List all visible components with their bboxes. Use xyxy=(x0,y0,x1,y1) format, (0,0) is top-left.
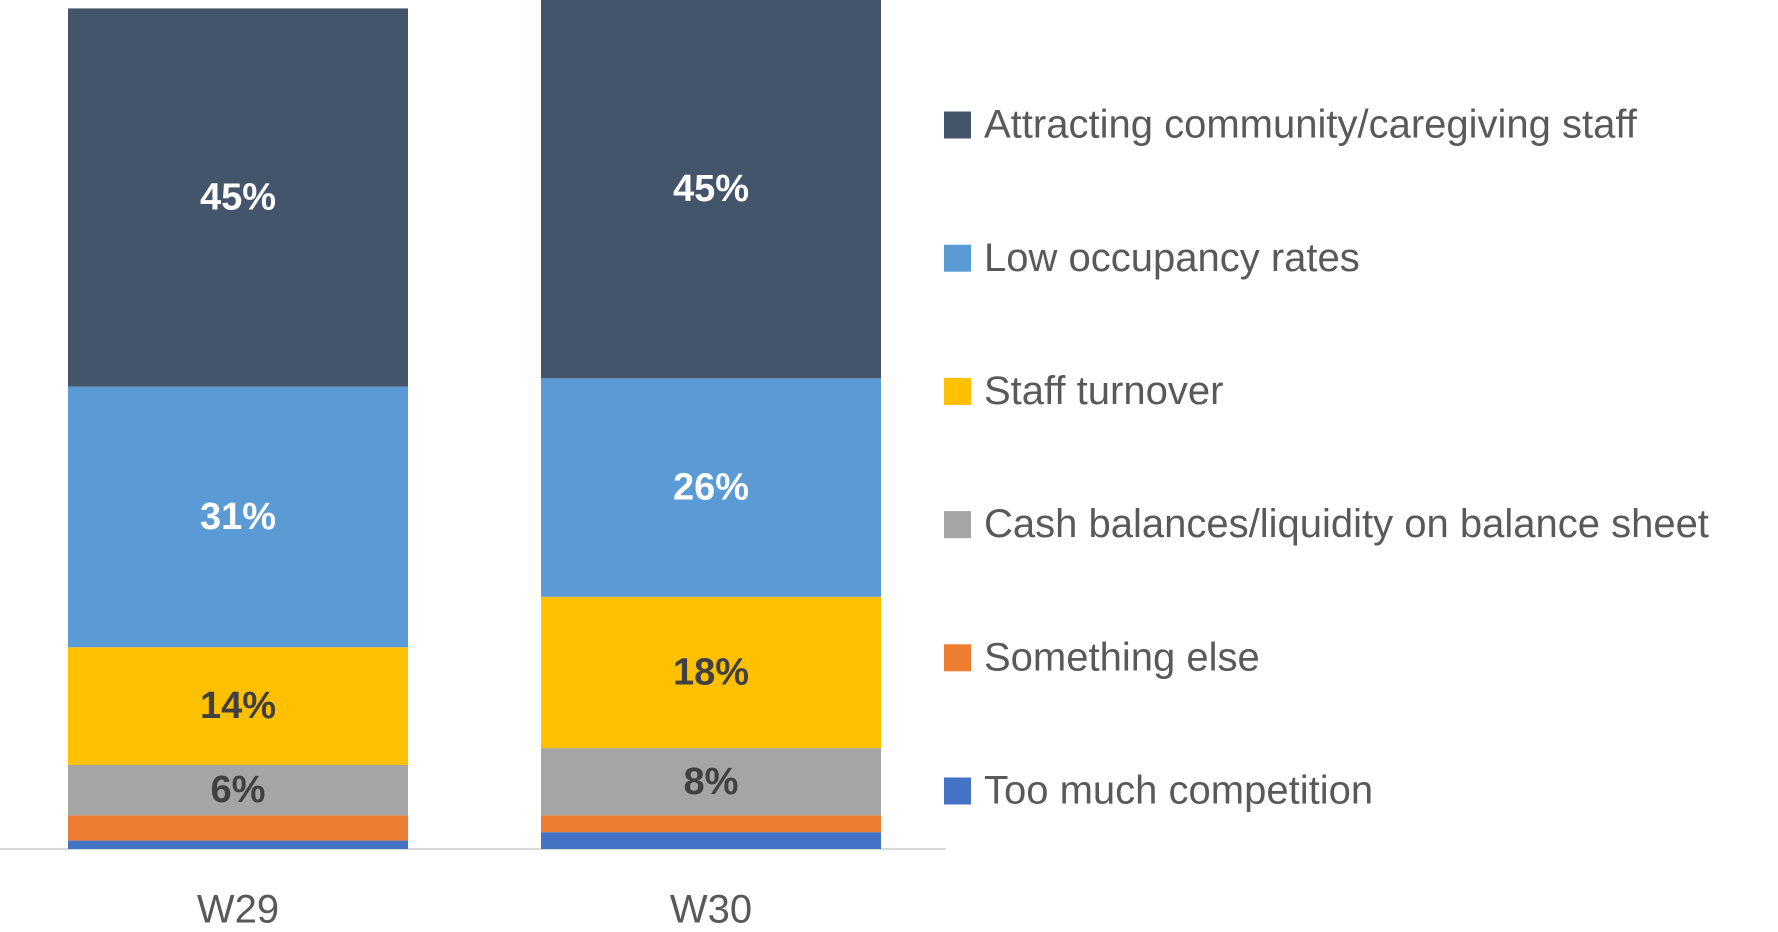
bar-segment xyxy=(541,748,881,816)
bar-segment xyxy=(68,647,408,765)
legend-swatch xyxy=(944,377,971,405)
legend-swatch xyxy=(944,511,971,539)
legend-swatch xyxy=(944,111,971,139)
legend-label: Low occupancy rates xyxy=(984,236,1360,280)
data-label: 18% xyxy=(673,652,749,694)
legend-label: Something else xyxy=(984,635,1260,679)
data-label: 8% xyxy=(684,761,739,803)
bar-segment xyxy=(68,815,408,841)
legend-swatch xyxy=(944,244,971,272)
bar-segment xyxy=(541,378,881,597)
legend-swatch xyxy=(944,644,971,672)
bar-segment xyxy=(68,8,408,387)
legend-label: Too much competition xyxy=(984,769,1373,813)
legend-label: Staff turnover xyxy=(984,369,1223,413)
x-tick-label: W30 xyxy=(670,888,752,932)
bar-segment xyxy=(68,840,408,849)
data-label: 14% xyxy=(200,685,276,727)
data-label: 6% xyxy=(211,769,266,811)
data-label: 45% xyxy=(200,177,276,219)
data-label: 45% xyxy=(673,168,749,210)
data-label: 26% xyxy=(673,467,749,509)
x-tick-label: W29 xyxy=(197,888,279,932)
bar-segment xyxy=(541,596,881,749)
bar-segment xyxy=(541,0,881,379)
legend-swatch xyxy=(944,777,971,805)
bar-segment xyxy=(68,386,408,648)
bar-segment xyxy=(541,815,881,833)
bar-segment xyxy=(541,832,881,849)
legend-label: Attracting community/caregiving staff xyxy=(984,103,1638,147)
bar-segment xyxy=(68,764,408,816)
data-label: 31% xyxy=(200,496,276,538)
legend-label: Cash balances/liquidity on balance sheet xyxy=(984,502,1709,546)
